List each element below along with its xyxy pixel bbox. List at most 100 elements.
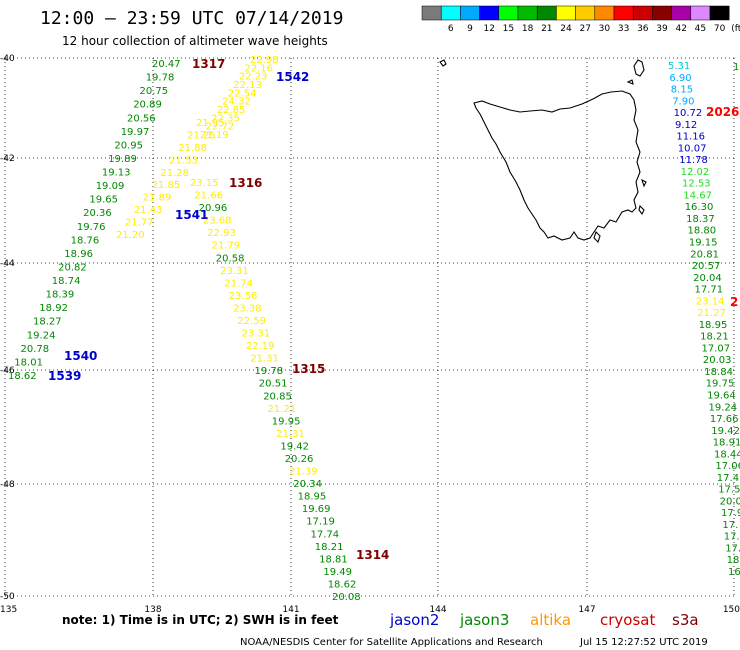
track-c-value: 20.81 [690, 249, 719, 260]
track-c-value: 18 [727, 555, 740, 566]
track-b-value: 22.59 [237, 316, 266, 327]
scale-swatch-3 [421, 5, 442, 21]
track-b-value: 19.42 [280, 442, 309, 453]
scale-swatch-12 [479, 5, 500, 21]
track-c-value: 18.80 [688, 226, 717, 237]
pass-label-1316: 1316 [229, 176, 262, 190]
track-b-value: 21.66 [194, 191, 223, 202]
track-a-value: 19.89 [108, 154, 137, 165]
track-b-value: 20.34 [293, 479, 322, 490]
track-c-value: 11.16 [676, 132, 705, 143]
lat-tick-label: -50 [0, 592, 15, 602]
scale-label-45: 45 [695, 24, 706, 34]
track-b-top-value: 22.35 [211, 113, 240, 124]
satellite-jason2: jason2 [389, 611, 439, 629]
track-c-top-right-value: 1 [733, 62, 739, 73]
track-b-value: 20.51 [259, 379, 288, 390]
scale-label-24: 24 [560, 24, 572, 34]
tasmania-coastline [439, 59, 647, 244]
scale-swatch-21 [536, 5, 557, 21]
track-a-value: 19.97 [121, 127, 150, 138]
track-c-value: 16 [728, 567, 740, 578]
scale-swatch-15 [498, 5, 519, 21]
track-a-yellow-value: 21.28 [160, 168, 189, 179]
track-c-value: 10.07 [678, 143, 707, 154]
track-c-value: 7.90 [672, 96, 694, 107]
track-b-value: 23.38 [233, 304, 262, 315]
track-b-value: 21.31 [250, 354, 279, 365]
track-a-value: 19.13 [102, 168, 131, 179]
scale-label-27: 27 [579, 24, 590, 34]
track-b-value: 22.19 [246, 341, 275, 352]
track-b-value: 23.31 [220, 266, 249, 277]
footer-timestamp: Jul 15 12:27:52 UTC 2019 [579, 637, 708, 648]
track-c-value: 18.91 [713, 438, 740, 449]
track-b-value: 20.96 [199, 203, 228, 214]
track-c-value: 19.42 [711, 426, 740, 437]
scale-swatch-70 [709, 5, 730, 21]
track-a-yellow-value: 21.89 [143, 193, 172, 204]
scale-label-18: 18 [522, 24, 534, 34]
scale-label-15: 15 [503, 24, 514, 34]
lat-tick-label: -48 [0, 480, 15, 490]
track-c-value: 17.5 [718, 485, 740, 496]
track-b-value: 20.85 [263, 391, 292, 402]
track-c-value: 17.07 [702, 343, 731, 354]
track-a-value: 18.39 [46, 290, 75, 301]
track-b-value: 18.21 [315, 542, 344, 553]
scale-label-36: 36 [637, 24, 649, 34]
footer-note: note: 1) Time is in UTC; 2) SWH is in fe… [62, 613, 339, 627]
track-b-value: 21.79 [212, 241, 241, 252]
pass-label-2026: 2026 [706, 105, 739, 119]
track-b-value: 23.56 [229, 291, 258, 302]
scale-swatch-33 [613, 5, 634, 21]
lon-tick-label: 144 [429, 605, 446, 615]
track-b-value: 23.68 [203, 216, 232, 227]
track-a-value: 19.65 [89, 195, 118, 206]
scale-swatch-9 [460, 5, 480, 21]
track-b-value: 18.81 [319, 554, 348, 565]
track-c-value: 10.72 [674, 108, 703, 119]
scale-swatch-18 [517, 5, 538, 21]
track-c-value: 19.15 [689, 238, 718, 249]
track-b-top-value: 22.85 [217, 105, 246, 116]
pass-label-1315: 1315 [292, 362, 325, 376]
track-c-value: 19.24 [709, 402, 738, 413]
track-a-yellow-value: 21.88 [178, 143, 207, 154]
pass-label-2: 2 [730, 295, 738, 309]
track-c-value: 18.21 [700, 332, 729, 343]
scale-swatch-36 [632, 5, 653, 21]
scale-label-9: 9 [467, 24, 473, 34]
scale-swatch-30 [594, 5, 615, 21]
scale-swatch-42 [671, 5, 692, 21]
pass-label-1541: 1541 [175, 208, 208, 222]
track-c-value: 19.75 [706, 379, 735, 390]
track-b-top-value: 22.23 [239, 72, 268, 83]
track-c-value: 9.12 [675, 120, 697, 131]
scale-swatch-6 [440, 5, 461, 21]
track-c-value: 18.84 [704, 367, 733, 378]
lat-tick-label: -40 [0, 54, 15, 64]
lat-tick-label: -44 [0, 259, 15, 269]
scale-label-30: 30 [599, 24, 611, 34]
track-c-value: 11.78 [679, 155, 708, 166]
pass-label-1540: 1540 [64, 349, 97, 363]
track-b-top-value: 22.16 [244, 63, 273, 74]
track-a-value: 20.56 [127, 113, 156, 124]
track-c-value: 6.90 [669, 73, 691, 84]
satellite-altika: altika [530, 611, 571, 629]
scale-label-42: 42 [675, 24, 686, 34]
scale-label-21: 21 [541, 24, 552, 34]
track-c-value: 18.44 [714, 449, 740, 460]
scale-label-70: 70 [714, 24, 726, 34]
lon-tick-label: 150 [723, 605, 740, 615]
pass-label-1314: 1314 [356, 548, 389, 562]
lon-tick-label: 135 [0, 605, 17, 615]
track-b-value: 21.39 [289, 467, 318, 478]
pass-label-1539: 1539 [48, 369, 81, 383]
track-a-yellow-value: 21.20 [116, 230, 145, 241]
track-a-yellow-value: 21.53 [169, 155, 198, 166]
track-b-top-value: 22.54 [228, 88, 257, 99]
